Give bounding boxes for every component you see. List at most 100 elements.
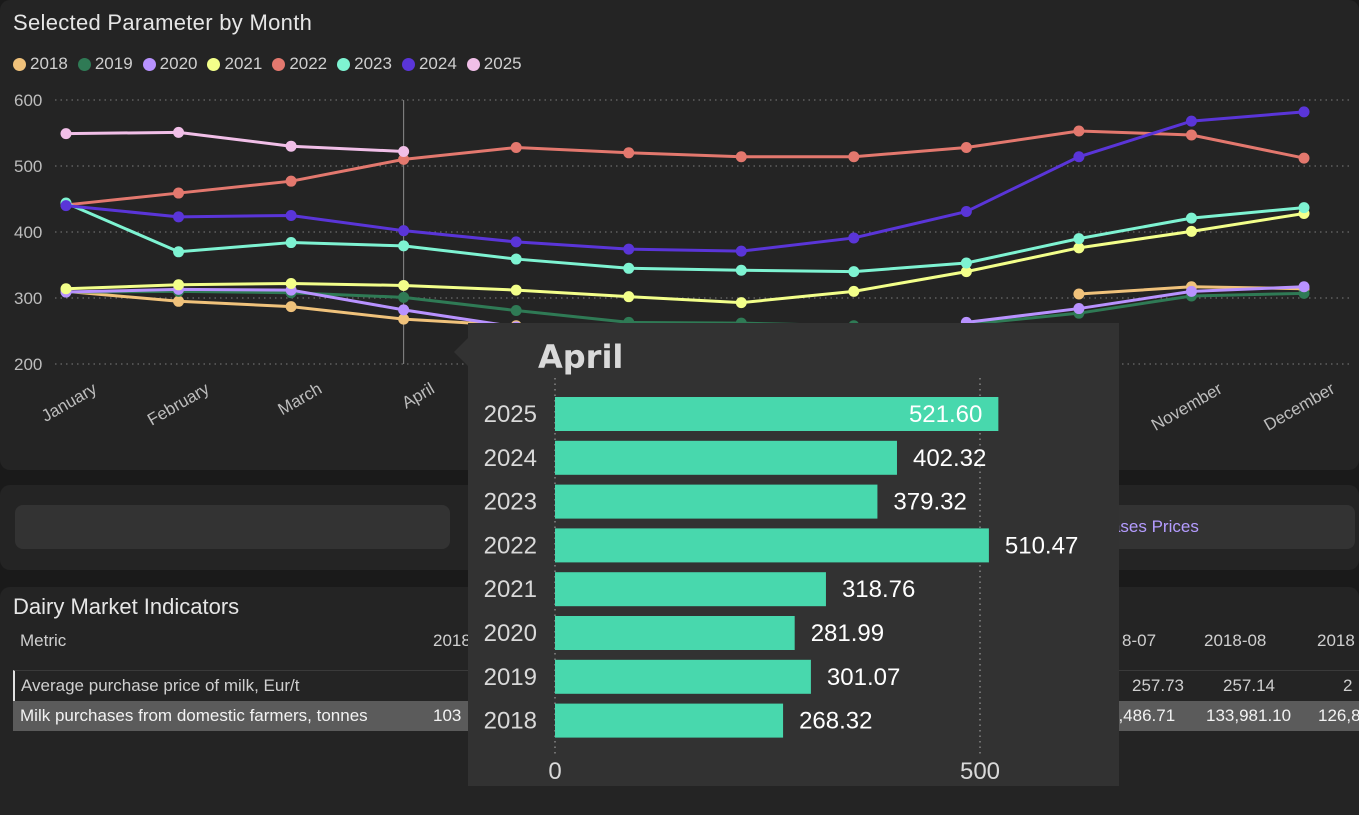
- legend-label: 2023: [354, 54, 392, 73]
- tooltip-title: April: [538, 338, 624, 376]
- data-point-2020: [1298, 281, 1310, 293]
- data-point-2022: [735, 151, 747, 163]
- chart-title: Selected Parameter by Month: [13, 10, 313, 35]
- legend-item-2020[interactable]: 2020: [142, 54, 198, 74]
- data-point-2023: [285, 237, 297, 249]
- tooltip-year-label: 2022: [484, 532, 537, 559]
- legend-item-2019[interactable]: 2019: [77, 54, 133, 74]
- legend-dot-icon: [272, 57, 286, 71]
- legend-dot-icon: [337, 57, 351, 71]
- series-line-2024: [65, 110, 1305, 253]
- y-tick-label: 600: [14, 91, 42, 110]
- line-chart[interactable]: 200 300 400 500 600 January February March April…: [0, 0, 1359, 470]
- tooltip-bar-2022: [555, 528, 989, 563]
- chart-legend: 2018 2019 2020 2021 2022 2023 2024 2025: [13, 54, 522, 74]
- legend-label: 2020: [159, 54, 198, 73]
- tooltip-year-label: 2023: [484, 489, 537, 516]
- y-tick-label: 500: [14, 157, 42, 176]
- data-point-2022: [173, 187, 185, 199]
- column-header-2018-09[interactable]: 2018: [1317, 631, 1355, 650]
- data-point-2024: [1073, 151, 1085, 163]
- data-point-2022: [848, 151, 860, 163]
- series-line-2023: [65, 201, 1305, 274]
- tooltip-year-label: 2024: [484, 445, 537, 472]
- series-line-2019: [65, 289, 1305, 328]
- tooltip-bar-value: 301.07: [827, 664, 900, 691]
- data-point-2023: [848, 266, 860, 278]
- data-point-2018: [173, 295, 185, 307]
- data-point-2023: [398, 240, 410, 252]
- tooltip-year-label: 2020: [484, 620, 537, 647]
- legend-dot-icon: [401, 57, 415, 71]
- tooltip-bar-2023: [555, 484, 878, 519]
- legend-label: 2022: [289, 54, 328, 73]
- column-header-2018-08[interactable]: 2018-08: [1204, 631, 1267, 650]
- data-point-2023: [960, 257, 972, 269]
- legend-item-2024[interactable]: 2024: [401, 54, 457, 74]
- legend-item-2018[interactable]: 2018: [13, 54, 68, 74]
- tooltip-bar-value: 510.47: [1005, 532, 1078, 559]
- tooltip-bar-value: 402.32: [913, 445, 986, 472]
- series-line-2020: [966, 285, 1305, 324]
- legend-label: 2018: [30, 54, 68, 73]
- data-point-2018: [398, 313, 410, 325]
- data-point-2021: [735, 297, 747, 309]
- data-point-2024: [60, 200, 72, 212]
- row-value: 257.14: [1223, 676, 1275, 695]
- tooltip-bar-2019: [555, 659, 811, 694]
- data-point-2022: [623, 147, 635, 159]
- legend-item-2022[interactable]: 2022: [272, 54, 327, 74]
- data-point-2023: [173, 246, 185, 258]
- data-point-2023: [1185, 212, 1197, 224]
- x-tick-label: December: [1261, 379, 1339, 435]
- data-point-2021: [398, 279, 410, 291]
- filter-dropdown[interactable]: [15, 505, 450, 549]
- series-line-2022: [65, 129, 1305, 207]
- x-tick-label: February: [144, 379, 213, 430]
- series-line-2021: [65, 212, 1305, 305]
- data-point-2025: [398, 145, 410, 157]
- data-point-2022: [960, 142, 972, 154]
- data-point-2023: [1298, 202, 1310, 214]
- data-point-2024: [510, 236, 522, 248]
- table-title: Dairy Market Indicators: [13, 594, 240, 619]
- data-point-2021: [623, 291, 635, 303]
- column-header-2018[interactable]: 2018: [433, 631, 471, 650]
- legend-item-2025[interactable]: 2025: [466, 54, 522, 74]
- y-tick-label: 300: [14, 289, 42, 308]
- tooltip-bar-2020: [555, 616, 795, 650]
- tooltip-bar-2025: [555, 397, 999, 431]
- legend-dot-icon: [77, 57, 91, 71]
- x-tick-label: March: [275, 379, 325, 419]
- data-point-2024: [173, 211, 185, 223]
- data-point-2024: [960, 206, 972, 218]
- data-point-2018: [285, 301, 297, 313]
- tooltip-x-tick: 0: [548, 758, 561, 785]
- data-point-2021: [173, 279, 185, 291]
- data-point-2025: [285, 140, 297, 152]
- parameter-tab-label[interactable]: chases Prices: [1093, 517, 1199, 536]
- legend-dot-icon: [466, 57, 480, 71]
- data-point-2021: [1185, 225, 1197, 237]
- data-point-2021: [510, 284, 522, 296]
- data-point-2022: [1185, 129, 1197, 141]
- legend-label: 2024: [418, 54, 457, 73]
- data-point-2022: [1073, 125, 1085, 137]
- legend-item-2023[interactable]: 2023: [337, 54, 392, 74]
- data-point-2022: [1298, 152, 1310, 164]
- data-point-2024: [398, 225, 410, 237]
- data-point-2023: [735, 264, 747, 276]
- row-value: 2: [1343, 676, 1353, 695]
- data-point-2021: [1073, 242, 1085, 254]
- x-tick-label: January: [38, 379, 100, 426]
- tooltip-bar-value: 281.99: [811, 620, 884, 647]
- data-point-2023: [1073, 233, 1085, 245]
- column-header-2018-07[interactable]: 8-07: [1122, 631, 1157, 650]
- x-tick-label: November: [1148, 379, 1226, 435]
- tooltip-bar-value: 379.32: [893, 489, 966, 516]
- parameter-tab[interactable]: [1080, 505, 1355, 549]
- y-tick-label: 400: [14, 223, 42, 242]
- legend-item-2021[interactable]: 2021: [207, 54, 262, 74]
- tooltip-bar-value: 318.76: [842, 576, 915, 603]
- column-header-metric[interactable]: Metric: [20, 631, 67, 650]
